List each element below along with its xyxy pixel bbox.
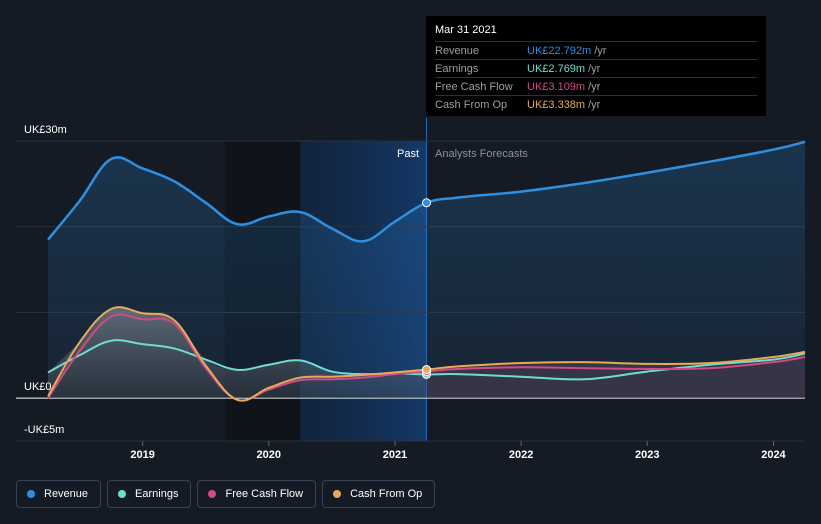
chart-markers	[422, 198, 431, 379]
x-tick-label: 2024	[761, 449, 786, 461]
cash-from-op-marker	[422, 365, 431, 375]
tooltip-row-free-cash-flow: Free Cash Flow UK£3.109m /yr	[435, 77, 757, 95]
legend-label: Revenue	[44, 488, 89, 500]
earnings-dot-icon	[118, 490, 127, 498]
tooltip-row-revenue: Revenue UK£22.792m /yr	[435, 41, 757, 59]
tooltip-row-label: Earnings	[435, 62, 479, 75]
x-tick-label: 2021	[383, 449, 407, 461]
tooltip-date: Mar 31 2021	[435, 24, 497, 36]
legend-label: Free Cash Flow	[225, 488, 304, 500]
data-tooltip: Mar 31 2021 Revenue UK£22.792m /yr Earni…	[426, 16, 766, 116]
cash-from-op-dot-icon	[333, 490, 342, 498]
x-tick-label: 2020	[257, 449, 281, 461]
revenue-area	[48, 141, 805, 399]
chart-legend: Revenue Earnings Free Cash Flow Cash Fro…	[16, 480, 436, 508]
x-tick-label: 2023	[635, 449, 659, 461]
tooltip-row-value: UK£3.109m	[527, 80, 586, 93]
past-label: Past	[397, 148, 419, 160]
legend-item-earnings[interactable]: Earnings	[107, 480, 192, 508]
chart-labels: UK£30m UK£0 -UK£5m Past Analysts Forecas…	[24, 124, 528, 436]
tooltip-row-value: UK£3.338m	[527, 98, 586, 111]
past-cashflow-area	[48, 307, 427, 399]
tooltip-row-cash-from-op: Cash From Op UK£3.338m /yr	[435, 95, 757, 113]
free-cash-flow-dot-icon	[208, 490, 217, 498]
x-tick-label: 2019	[130, 449, 154, 461]
tooltip-row-unit: /yr	[588, 98, 601, 111]
tooltip-row-earnings: Earnings UK£2.769m /yr	[435, 59, 757, 77]
revenue-marker	[422, 198, 431, 208]
x-axis-ticks: 2019 2020 2021 2022 2023 2024	[16, 440, 805, 461]
tooltip-row-label: Free Cash Flow	[435, 80, 513, 93]
x-tick-label: 2022	[509, 449, 533, 461]
legend-item-free-cash-flow[interactable]: Free Cash Flow	[197, 480, 317, 508]
cash-from-op-line	[47, 306, 806, 402]
tooltip-row-value: UK£2.769m	[527, 62, 586, 75]
revenue-line	[47, 140, 806, 243]
y-label-top: UK£30m	[24, 124, 67, 136]
chart-lines	[47, 140, 806, 402]
y-label-zero: UK£0	[24, 381, 52, 393]
tooltip-row-unit: /yr	[594, 44, 607, 57]
legend-label: Earnings	[135, 488, 179, 500]
tooltip-row-label: Cash From Op	[435, 98, 508, 111]
y-label-bottom: -UK£5m	[24, 424, 64, 436]
earnings-line	[47, 339, 806, 381]
forecast-label: Analysts Forecasts	[435, 148, 528, 160]
tooltip-row-label: Revenue	[435, 44, 480, 57]
tooltip-row-value: UK£22.792m	[527, 44, 592, 57]
tooltip-row-unit: /yr	[588, 80, 601, 93]
tooltip-row-unit: /yr	[588, 62, 601, 75]
legend-item-cash-from-op[interactable]: Cash From Op	[322, 480, 436, 508]
revenue-dot-icon	[27, 490, 35, 498]
free-cash-flow-line	[47, 313, 806, 402]
legend-item-revenue[interactable]: Revenue	[16, 480, 102, 508]
legend-label: Cash From Op	[350, 488, 423, 500]
